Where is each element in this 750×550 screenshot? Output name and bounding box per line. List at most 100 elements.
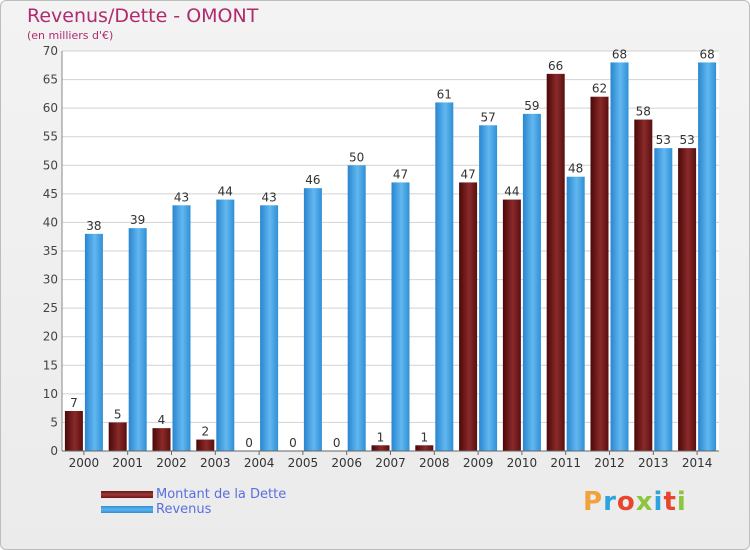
- y-tick-label: 40: [43, 215, 58, 229]
- data-label: 61: [437, 87, 452, 101]
- legend-swatch-dette: [101, 491, 153, 498]
- data-label: 68: [699, 47, 714, 61]
- data-label: 39: [130, 213, 145, 227]
- y-tick-label: 70: [43, 44, 58, 58]
- bar-revenus: [347, 165, 366, 452]
- logo-letter: P: [583, 487, 604, 517]
- data-label: 66: [548, 59, 563, 73]
- data-label: 7: [70, 396, 78, 410]
- x-tick-label: 2013: [638, 456, 669, 470]
- bar-revenus: [610, 62, 629, 452]
- bar-revenus: [391, 182, 410, 451]
- y-tick-label: 55: [43, 130, 58, 144]
- bar-dette: [546, 73, 565, 451]
- x-tick-label: 2009: [463, 456, 494, 470]
- logo-letter: r: [603, 487, 617, 517]
- y-tick-label: 10: [43, 387, 58, 401]
- data-label: 0: [289, 436, 297, 450]
- bar-dette: [108, 422, 127, 451]
- data-label: 57: [480, 110, 495, 124]
- bar-revenus: [128, 228, 147, 451]
- bar-dette: [590, 96, 609, 451]
- y-tick-label: 30: [43, 273, 58, 287]
- proxiti-logo: Proxiti: [583, 487, 687, 517]
- bar-dette: [634, 119, 653, 452]
- data-label: 0: [245, 436, 253, 450]
- data-label: 59: [524, 99, 539, 113]
- data-label: 0: [333, 436, 341, 450]
- data-label: 43: [261, 190, 276, 204]
- bar-dette: [371, 445, 390, 451]
- x-tick-label: 2008: [419, 456, 450, 470]
- bar-revenus: [303, 188, 322, 451]
- x-tick-label: 2014: [682, 456, 713, 470]
- y-tick-label: 60: [43, 101, 58, 115]
- logo-letter: i: [653, 487, 664, 517]
- bar-dette: [64, 411, 83, 451]
- data-label: 50: [349, 150, 364, 164]
- data-label: 38: [86, 219, 101, 233]
- y-tick-label: 35: [43, 244, 58, 258]
- data-label: 1: [420, 430, 428, 444]
- x-tick-label: 2006: [331, 456, 362, 470]
- logo-letter: i: [676, 487, 687, 517]
- bar-dette: [502, 199, 521, 451]
- x-tick-label: 2001: [112, 456, 143, 470]
- bar-dette: [196, 439, 215, 451]
- y-tick-label: 25: [43, 301, 58, 315]
- legend-label-revenus: Revenus: [156, 502, 212, 517]
- bar-dette: [459, 182, 478, 451]
- x-tick-label: 2000: [69, 456, 100, 470]
- data-label: 1: [377, 430, 385, 444]
- x-tick-label: 2012: [594, 456, 625, 470]
- x-tick-label: 2007: [375, 456, 406, 470]
- y-tick-label: 15: [43, 358, 58, 372]
- data-label: 53: [656, 133, 671, 147]
- bar-dette: [152, 428, 171, 451]
- y-tick-label: 5: [50, 415, 58, 429]
- bar-revenus: [84, 233, 103, 451]
- bar-dette: [678, 148, 697, 451]
- x-tick-label: 2010: [507, 456, 538, 470]
- bar-revenus: [260, 205, 279, 451]
- bar-revenus: [479, 125, 498, 452]
- x-tick-label: 2003: [200, 456, 231, 470]
- chart-title: Revenus/Dette - OMONT: [27, 5, 259, 27]
- data-label: 4: [158, 413, 166, 427]
- logo-letter: o: [616, 487, 636, 517]
- bar-revenus: [566, 176, 585, 451]
- logo-letter: t: [663, 487, 677, 517]
- x-tick-label: 2005: [288, 456, 319, 470]
- data-label: 43: [174, 190, 189, 204]
- bar-dette: [415, 445, 434, 451]
- data-label: 44: [218, 185, 233, 199]
- data-label: 44: [504, 185, 519, 199]
- x-tick-label: 2011: [550, 456, 581, 470]
- data-label: 47: [393, 167, 408, 181]
- data-label: 48: [568, 162, 583, 176]
- data-label: 2: [201, 425, 209, 439]
- data-label: 5: [114, 407, 122, 421]
- data-label: 62: [592, 82, 607, 96]
- data-label: 53: [679, 133, 694, 147]
- y-tick-label: 65: [43, 73, 58, 87]
- bar-revenus: [172, 205, 191, 451]
- bar-revenus: [216, 199, 235, 451]
- y-tick-label: 45: [43, 187, 58, 201]
- legend-label-dette: Montant de la Dette: [156, 487, 287, 502]
- logo-letter: x: [635, 487, 654, 517]
- chart-subtitle: (en milliers d'€): [27, 29, 114, 42]
- data-label: 47: [460, 167, 475, 181]
- data-label: 58: [636, 105, 651, 119]
- data-label: 46: [305, 173, 320, 187]
- legend-swatch-revenus: [101, 506, 153, 513]
- bar-revenus: [698, 62, 717, 452]
- y-tick-label: 20: [43, 330, 58, 344]
- bar-revenus: [435, 102, 454, 451]
- bar-revenus: [654, 148, 673, 451]
- x-tick-label: 2002: [156, 456, 187, 470]
- bar-revenus: [522, 113, 541, 451]
- x-tick-label: 2004: [244, 456, 275, 470]
